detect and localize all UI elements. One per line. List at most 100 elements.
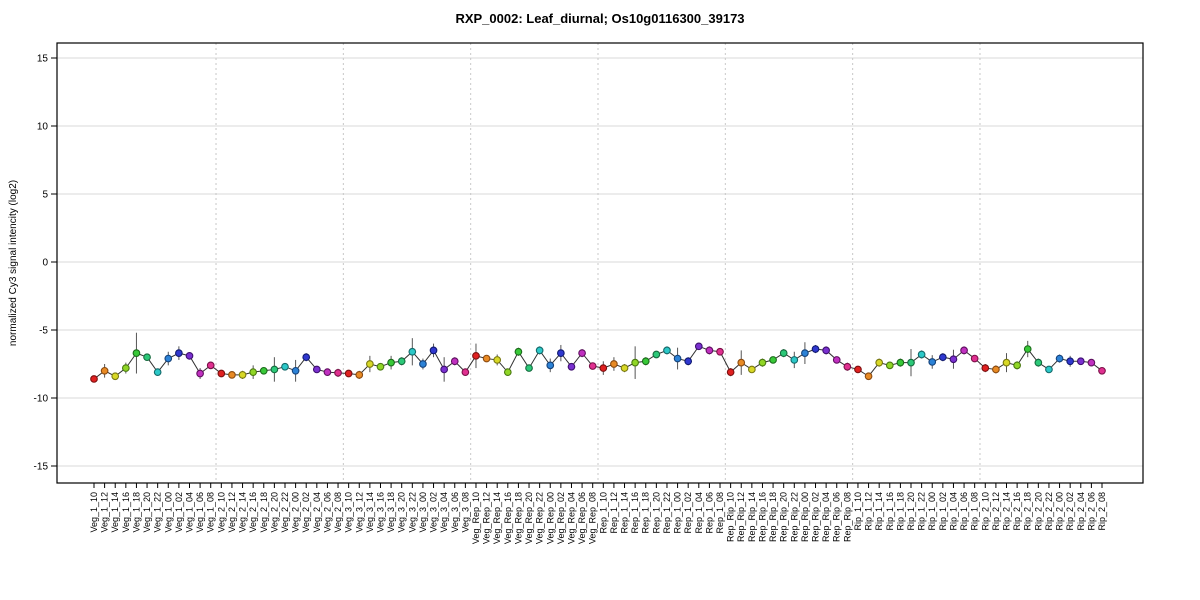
y-axis: 15 10 5 0 -5 -10 -15 (34, 54, 57, 473)
x-tick-label: Rip_1_14 (874, 492, 884, 531)
x-tick-label: Rip_2_22 (1044, 492, 1054, 531)
data-point-Rep_Rip_02 (811, 345, 820, 353)
x-tick-label: Veg_1_16 (121, 492, 131, 533)
x-tick-label: Rep_Rip_16 (757, 492, 767, 542)
data-point-Veg_Rep_20 (525, 364, 533, 372)
x-tick-label: Veg_3_10 (344, 492, 354, 533)
data-point-Rip_1_12 (864, 372, 873, 381)
data-point-Veg_3_02 (429, 346, 438, 355)
x-tick-label: Veg_3_14 (365, 492, 375, 533)
data-point-Rip_2_22 (1045, 365, 1053, 374)
x-tick-label: Rip_1_06 (959, 492, 969, 531)
data-point-Rep_Rip_18 (769, 356, 777, 364)
x-tick-label: Veg_2_22 (280, 492, 290, 533)
data-point-Rip_1_16 (885, 361, 894, 370)
data-points (90, 342, 1106, 383)
y-tick-label: 5 (42, 190, 48, 201)
x-tick-label: Rep_1_02 (683, 492, 693, 534)
data-point-Rep_1_22 (663, 346, 671, 355)
x-tick-label: Rep_1_06 (704, 492, 714, 534)
data-point-Veg_2_10 (217, 369, 226, 378)
data-point-Veg_1_10 (90, 375, 98, 383)
data-point-Veg_2_16 (249, 368, 258, 377)
data-point-Rip_2_10 (981, 364, 990, 372)
data-point-Rep_Rip_10 (726, 368, 735, 377)
y-tick-label: 10 (37, 122, 49, 133)
plot-border (56, 42, 1144, 484)
data-point-Veg_Rep_22 (535, 346, 544, 355)
data-point-Rep_Rip_16 (758, 358, 767, 367)
x-tick-label: Rep_1_10 (598, 492, 608, 534)
x-axis: Veg_1_10 Veg_1_12 Veg_1_14 Veg_1_16 Veg_1_18… (89, 483, 1107, 544)
data-point-Veg_1_14 (111, 372, 120, 381)
data-point-Rip_2_20 (1034, 358, 1043, 367)
data-point-Rip_1_04 (949, 355, 958, 364)
x-tick-label: Veg_Rep_18 (513, 492, 523, 544)
data-point-Rip_1_00 (928, 358, 937, 366)
data-point-Rip_1_20 (907, 358, 915, 367)
x-tick-label: Veg_3_12 (354, 492, 364, 533)
x-tick-label: Veg_1_20 (142, 492, 152, 533)
x-tick-label: Veg_Rep_06 (577, 492, 587, 544)
data-point-Rip_1_02 (938, 353, 947, 362)
x-tick-label: Rip_1_16 (885, 492, 895, 531)
x-tick-label: Veg_2_12 (227, 492, 237, 533)
x-tick-label: Veg_2_20 (269, 492, 279, 533)
data-point-Veg_Rep_00 (546, 361, 555, 370)
x-tick-label: Veg_1_18 (131, 492, 141, 533)
data-point-Rip_1_06 (960, 346, 968, 355)
x-tick-label: Veg_2_18 (259, 492, 269, 533)
x-tick-label: Rip_1_18 (895, 492, 905, 531)
x-tick-label: Rep_Rip_02 (811, 492, 821, 542)
x-tick-label: Veg_1_14 (110, 492, 120, 533)
data-point-Veg_1_18 (132, 349, 141, 357)
x-tick-label: Rep_Rip_12 (736, 492, 746, 542)
data-point-Veg_Rep_04 (567, 362, 576, 371)
x-tick-label: Veg_Rep_22 (535, 492, 545, 544)
data-point-Veg_3_12 (355, 371, 364, 379)
x-tick-label: Veg_2_14 (238, 492, 248, 533)
x-tick-label: Rip_1_10 (853, 492, 863, 531)
x-tick-label: Rep_Rip_00 (800, 492, 810, 542)
data-point-Rep_1_18 (641, 357, 650, 366)
x-tick-label: Veg_Rep_02 (556, 492, 566, 544)
data-point-Veg_1_06 (196, 369, 204, 378)
data-point-Veg_2_20 (270, 365, 279, 374)
data-point-Veg_1_08 (206, 361, 215, 370)
x-tick-label: Veg_3_00 (418, 492, 428, 533)
chart-title: RXP_0002: Leaf_diurnal; Os10g0116300_391… (455, 11, 745, 26)
data-point-Veg_3_08 (461, 368, 470, 377)
x-tick-label: Rep_1_22 (662, 492, 672, 534)
x-tick-label: Rep_Rip_14 (747, 492, 757, 542)
data-point-Rep_1_08 (716, 347, 724, 356)
x-tick-label: Veg_1_22 (153, 492, 163, 533)
data-point-Veg_2_18 (259, 366, 268, 375)
data-point-Veg_Rep_10 (472, 351, 480, 360)
data-point-Rep_Rip_20 (779, 349, 788, 357)
x-tick-label: Veg_Rep_10 (471, 492, 481, 544)
x-tick-label: Rip_2_14 (1002, 492, 1012, 531)
x-tick-label: Veg_2_04 (312, 492, 322, 533)
data-point-Veg_Rep_18 (514, 347, 523, 356)
x-tick-label: Veg_1_10 (89, 492, 99, 533)
x-tick-label: Rip_1_04 (948, 492, 958, 531)
x-tick-label: Veg_3_08 (460, 492, 470, 533)
x-tick-label: Rip_1_20 (906, 492, 916, 531)
x-tick-label: Rep_1_20 (651, 492, 661, 534)
data-point-Rip_1_08 (970, 354, 979, 363)
x-tick-label: Rip_2_06 (1086, 492, 1096, 531)
x-tick-label: Veg_Rep_00 (545, 492, 555, 544)
data-point-Rip_2_08 (1098, 366, 1106, 375)
y-tick-label: -5 (39, 326, 48, 337)
x-tick-label: Veg_Rep_12 (482, 492, 492, 544)
data-point-Rip_1_18 (896, 358, 905, 367)
data-point-Veg_2_14 (238, 371, 247, 379)
data-point-Veg_2_00 (291, 366, 300, 375)
x-tick-label: Veg_2_08 (333, 492, 343, 533)
data-point-Rep_Rip_08 (843, 362, 852, 371)
x-tick-label: Rep_Rip_22 (789, 492, 799, 542)
x-tick-label: Rep_Rip_06 (832, 492, 842, 542)
x-tick-label: Rip_2_16 (1012, 492, 1022, 531)
